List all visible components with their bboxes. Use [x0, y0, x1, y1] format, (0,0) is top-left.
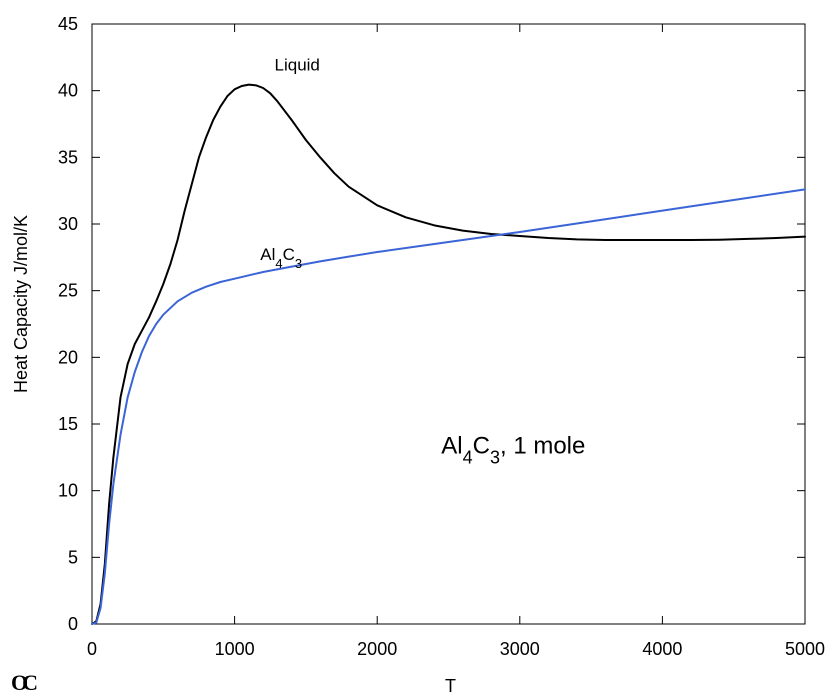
subscript: 3: [490, 447, 500, 467]
x-axis-title: T: [445, 676, 456, 696]
x-tick-label: 0: [87, 639, 97, 659]
y-tick-label: 45: [58, 14, 78, 34]
axis-ticks: [91, 23, 806, 625]
y-tick-label: 5: [68, 547, 78, 567]
y-tick-label: 10: [58, 481, 78, 501]
series-labels: Liquid Al4C3: [260, 56, 320, 271]
text-part: C: [283, 245, 295, 264]
y-tick-label: 25: [58, 281, 78, 301]
chart-annotation: Al4C3, 1 mole: [441, 432, 585, 467]
x-tick-label: 2000: [357, 639, 397, 659]
text-part: Liquid: [275, 56, 320, 75]
y-tick-label: 0: [68, 614, 78, 634]
text-part: , 1 mole: [500, 432, 585, 459]
y-axis-title: Heat Capacity J/mol/K: [11, 215, 31, 393]
x-tick-label: 1000: [215, 639, 255, 659]
x-tick-label: 5000: [785, 639, 825, 659]
x-tick-label: 4000: [642, 639, 682, 659]
series-layer: [91, 83, 806, 625]
subscript: 4: [275, 256, 282, 271]
text-part: Al: [441, 432, 462, 459]
axis-tick-labels: 0 1000 2000 3000 4000 5000 0 5 10 15 20 25 30 35 40 45: [58, 14, 825, 659]
y-tick-label: 35: [58, 147, 78, 167]
y-tick-label: 15: [58, 414, 78, 434]
x-tick-label: 3000: [500, 639, 540, 659]
subscript: 3: [295, 256, 302, 271]
series-label-al4c3: Al4C3: [260, 245, 302, 271]
subscript: 4: [463, 447, 473, 467]
y-tick-label: 30: [58, 214, 78, 234]
y-tick-label: 40: [58, 81, 78, 101]
y-tick-label: 20: [58, 347, 78, 367]
text-part: Al: [260, 245, 275, 264]
logo: OC: [11, 670, 37, 695]
series-label-liquid: Liquid: [275, 56, 320, 75]
series-line-al4c3: [91, 188, 806, 625]
plot-frame: [91, 23, 806, 625]
text-part: C: [473, 432, 490, 459]
series-line-liquid: [91, 83, 806, 625]
